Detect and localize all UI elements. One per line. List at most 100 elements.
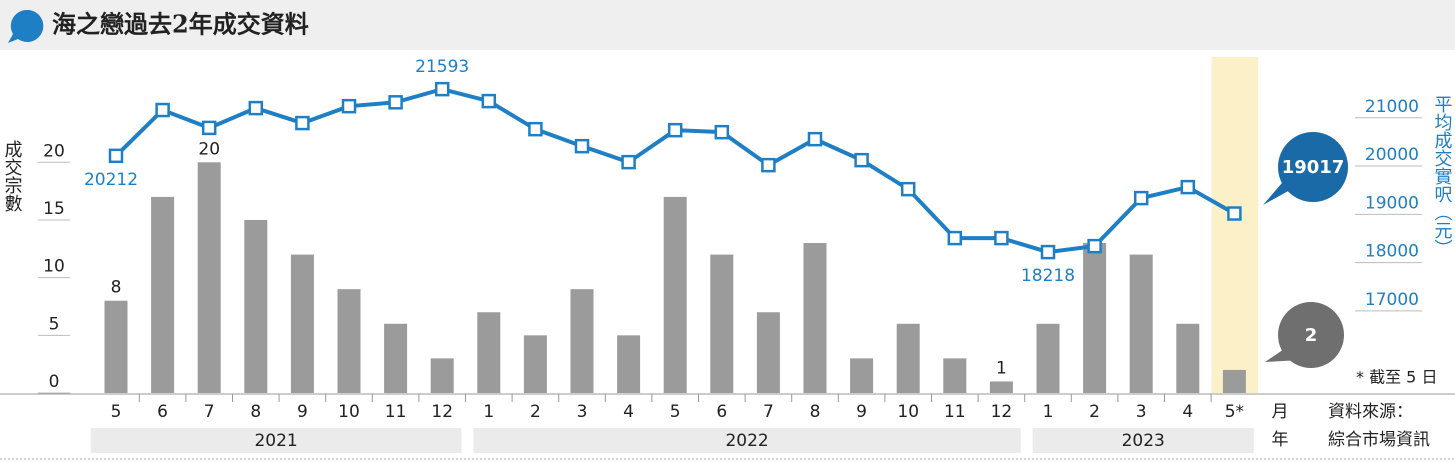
line-marker (248, 100, 264, 116)
x-tick-label: 2 (1089, 402, 1100, 422)
bar (477, 312, 501, 393)
chart-title: 海之戀過去2年成交資料 (52, 10, 309, 39)
bar (197, 162, 221, 393)
line-marker (714, 124, 730, 140)
y-axis-label: 成交宗數 (2, 140, 23, 212)
y2-axis-label: 平均成交實呎（元） (1432, 95, 1453, 257)
bar (104, 300, 128, 393)
y-tick-label: 15 (43, 199, 65, 219)
x-axis-label: 月 (1272, 402, 1289, 422)
y2-tick-label: 20000 (1365, 145, 1419, 165)
bar-value-label: 20 (198, 139, 220, 159)
y-tick-label: 10 (43, 257, 65, 277)
x-tick-label: 4 (1182, 402, 1193, 422)
x-group-label: 年 (1272, 430, 1289, 450)
line-marker (621, 154, 636, 170)
bar (1222, 369, 1246, 393)
line-value-label: 21593 (415, 57, 469, 77)
bar (663, 196, 687, 393)
line-marker (388, 95, 403, 110)
line-marker (481, 93, 497, 109)
x-tick-label: 5* (1225, 402, 1244, 422)
callout-line-bubble (1278, 132, 1348, 202)
line-marker (155, 102, 170, 118)
bar (1083, 243, 1107, 393)
x-tick-label: 9 (856, 402, 867, 422)
line-marker (667, 122, 683, 138)
x-tick-label: 10 (897, 402, 919, 422)
line-marker (1133, 190, 1149, 206)
bar (290, 254, 314, 393)
y-tick-label: 20 (43, 141, 65, 161)
year-label: 2021 (254, 431, 297, 451)
x-tick-label: 1 (483, 402, 494, 422)
x-tick-label: 1 (1043, 402, 1054, 422)
line-marker (1040, 244, 1056, 260)
bar (850, 358, 874, 393)
x-tick-label: 8 (810, 402, 821, 422)
line-marker (761, 157, 776, 173)
x-tick-label: 6 (716, 402, 727, 422)
line-marker (201, 120, 217, 136)
bar (617, 335, 641, 393)
line-marker (1087, 238, 1102, 254)
year-box (473, 428, 1021, 453)
bar (943, 358, 967, 393)
line-marker (528, 121, 543, 137)
x-tick-label: 2 (530, 402, 541, 422)
x-tick-label: 7 (204, 402, 215, 422)
bar (523, 335, 547, 393)
y2-tick-label: 17000 (1365, 290, 1419, 310)
bar (430, 358, 454, 393)
x-tick-label: 6 (157, 402, 168, 422)
y-tick-label: 5 (49, 314, 60, 334)
bar (710, 254, 734, 393)
bar (989, 381, 1013, 393)
year-label: 2022 (725, 431, 768, 451)
highlight-band (1211, 57, 1259, 393)
line-marker (1180, 179, 1196, 195)
line-marker (295, 115, 310, 131)
x-tick-label: 3 (1136, 402, 1147, 422)
year-box (1032, 428, 1254, 453)
x-tick-label: 4 (623, 402, 634, 422)
bar (896, 323, 920, 393)
y-tick-label: 0 (49, 372, 60, 392)
bar-value-label: 1 (996, 358, 1007, 378)
callout-bar-bubble (1278, 302, 1344, 368)
x-tick-label: 9 (297, 402, 308, 422)
source: 綜合市場資訊 (1328, 430, 1430, 450)
line-marker (1227, 206, 1242, 221)
bar (1036, 323, 1060, 393)
line-marker (900, 181, 916, 197)
x-tick-label: 11 (385, 402, 407, 422)
line-marker (807, 131, 823, 147)
year-box (90, 428, 462, 453)
bar (244, 219, 268, 393)
x-tick-label: 12 (431, 402, 453, 422)
bar-value-label: 8 (111, 278, 122, 298)
x-tick-label: 7 (763, 402, 774, 422)
source-label: 資料來源： (1328, 402, 1413, 422)
bar (384, 323, 408, 393)
bar (1129, 254, 1153, 393)
line-marker (947, 230, 963, 246)
line-marker (341, 98, 357, 114)
title-icon (8, 9, 44, 43)
x-tick-label: 12 (991, 402, 1013, 422)
title-bar (0, 0, 1455, 50)
line-marker (434, 81, 450, 97)
y2-tick-label: 21000 (1365, 97, 1419, 117)
x-tick-label: 8 (250, 402, 261, 422)
callout-bar-value: 2 (1305, 325, 1318, 346)
bar (1176, 323, 1200, 393)
year-label: 2023 (1122, 431, 1165, 451)
x-tick-label: 11 (944, 402, 966, 422)
x-tick-label: 3 (577, 402, 588, 422)
line-marker (854, 152, 869, 168)
x-tick-label: 5 (670, 402, 681, 422)
callout-line-value: 19017 (1282, 157, 1345, 178)
bar (151, 196, 175, 393)
